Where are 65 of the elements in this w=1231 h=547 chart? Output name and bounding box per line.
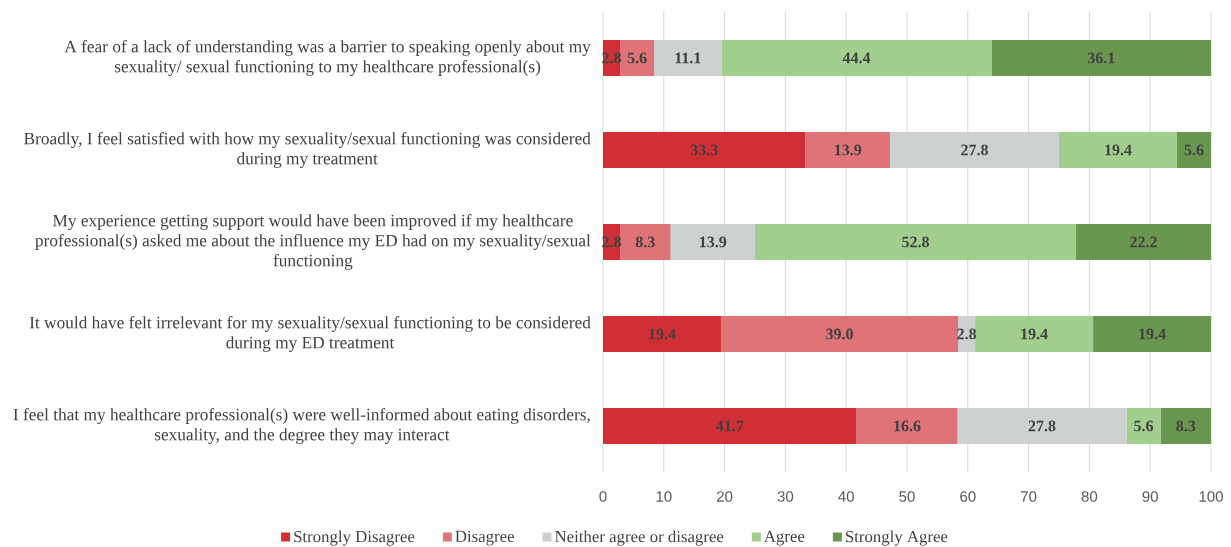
data-label: 11.1 xyxy=(675,52,701,64)
data-label: 8.3 xyxy=(635,236,655,248)
bar xyxy=(720,316,959,352)
x-tick-label: 50 xyxy=(899,491,915,502)
x-tick-label: 100 xyxy=(1199,491,1223,502)
bar xyxy=(889,132,1059,168)
data-label: 39.0 xyxy=(826,328,853,340)
legend-label: Strongly Agree xyxy=(845,530,948,546)
data-label: 19.4 xyxy=(1139,328,1166,340)
y-tick-label: Broadly, I feel satisfied with how my sexuality/sexual functioning was considered during my treatment xyxy=(24,132,591,168)
data-label: 5.6 xyxy=(1184,144,1204,156)
legend-label: Neither agree or disagree xyxy=(555,530,724,546)
bar xyxy=(721,40,992,76)
data-label: 27.8 xyxy=(1028,420,1056,432)
bar xyxy=(603,316,721,352)
data-label: 5.6 xyxy=(627,52,647,64)
bar xyxy=(1176,132,1212,168)
bar xyxy=(755,224,1077,260)
bar xyxy=(1076,224,1212,260)
bar xyxy=(1160,408,1212,445)
bar xyxy=(620,40,655,76)
bar xyxy=(991,40,1212,76)
bar xyxy=(957,408,1127,445)
x-tick-label: 70 xyxy=(1021,491,1037,502)
data-label: 33.3 xyxy=(690,144,718,156)
data-label: 5.6 xyxy=(1134,420,1154,432)
data-label: 41.7 xyxy=(716,420,744,432)
legend-label: Disagree xyxy=(455,530,514,546)
y-tick-label: I feel that my healthcare professional(s) were well-informed about eating disorders, sexuality, and the degree they may interact xyxy=(13,408,590,444)
x-tick-label: 20 xyxy=(717,491,733,502)
x-tick-label: 40 xyxy=(838,491,854,502)
bar xyxy=(603,408,857,445)
data-label: 19.4 xyxy=(1021,328,1048,340)
data-label: 13.9 xyxy=(835,144,862,156)
data-label: 44.4 xyxy=(842,52,871,64)
data-label: 52.8 xyxy=(902,236,929,248)
data-label: 19.4 xyxy=(649,328,676,340)
legend-label: Agree xyxy=(763,530,805,546)
x-tick-label: 30 xyxy=(777,491,794,502)
y-tick-label: It would have felt irrelevant for my sexuality/sexual functioning to be considered during my ED treatment xyxy=(29,316,591,352)
data-label: 27.8 xyxy=(961,144,988,156)
bar xyxy=(1126,408,1161,445)
x-tick-label: 0 xyxy=(599,491,607,502)
y-tick-label: A fear of a lack of understanding was a barrier to speaking openly about my sexuality/ sexual functioning to my healthcare professional(s) xyxy=(64,40,591,76)
bar xyxy=(654,40,722,76)
data-label: 13.9 xyxy=(700,236,727,248)
legend-label: Strongly Disagree xyxy=(294,530,415,546)
bar xyxy=(805,132,890,168)
data-label: 22.2 xyxy=(1130,236,1157,248)
x-tick-label: 10 xyxy=(656,491,672,502)
bar xyxy=(975,316,1094,352)
x-tick-label: 90 xyxy=(1142,491,1158,502)
bar xyxy=(620,224,671,260)
bar xyxy=(1093,316,1212,352)
data-label: 19.4 xyxy=(1105,144,1132,156)
bar xyxy=(1059,132,1177,168)
data-label: 16.6 xyxy=(894,420,921,432)
y-tick-label: My experience getting support would have been improved if my healthcare professional(s) asked me about the influence my ED had on my sexuality/sexual functioning xyxy=(35,214,591,270)
x-tick-label: 80 xyxy=(1081,491,1098,502)
bar xyxy=(670,224,755,260)
data-label: 8.3 xyxy=(1176,420,1196,432)
x-tick-label: 60 xyxy=(960,491,976,502)
bar xyxy=(603,132,806,168)
data-label: 36.1 xyxy=(1087,52,1115,64)
bar xyxy=(856,408,958,445)
